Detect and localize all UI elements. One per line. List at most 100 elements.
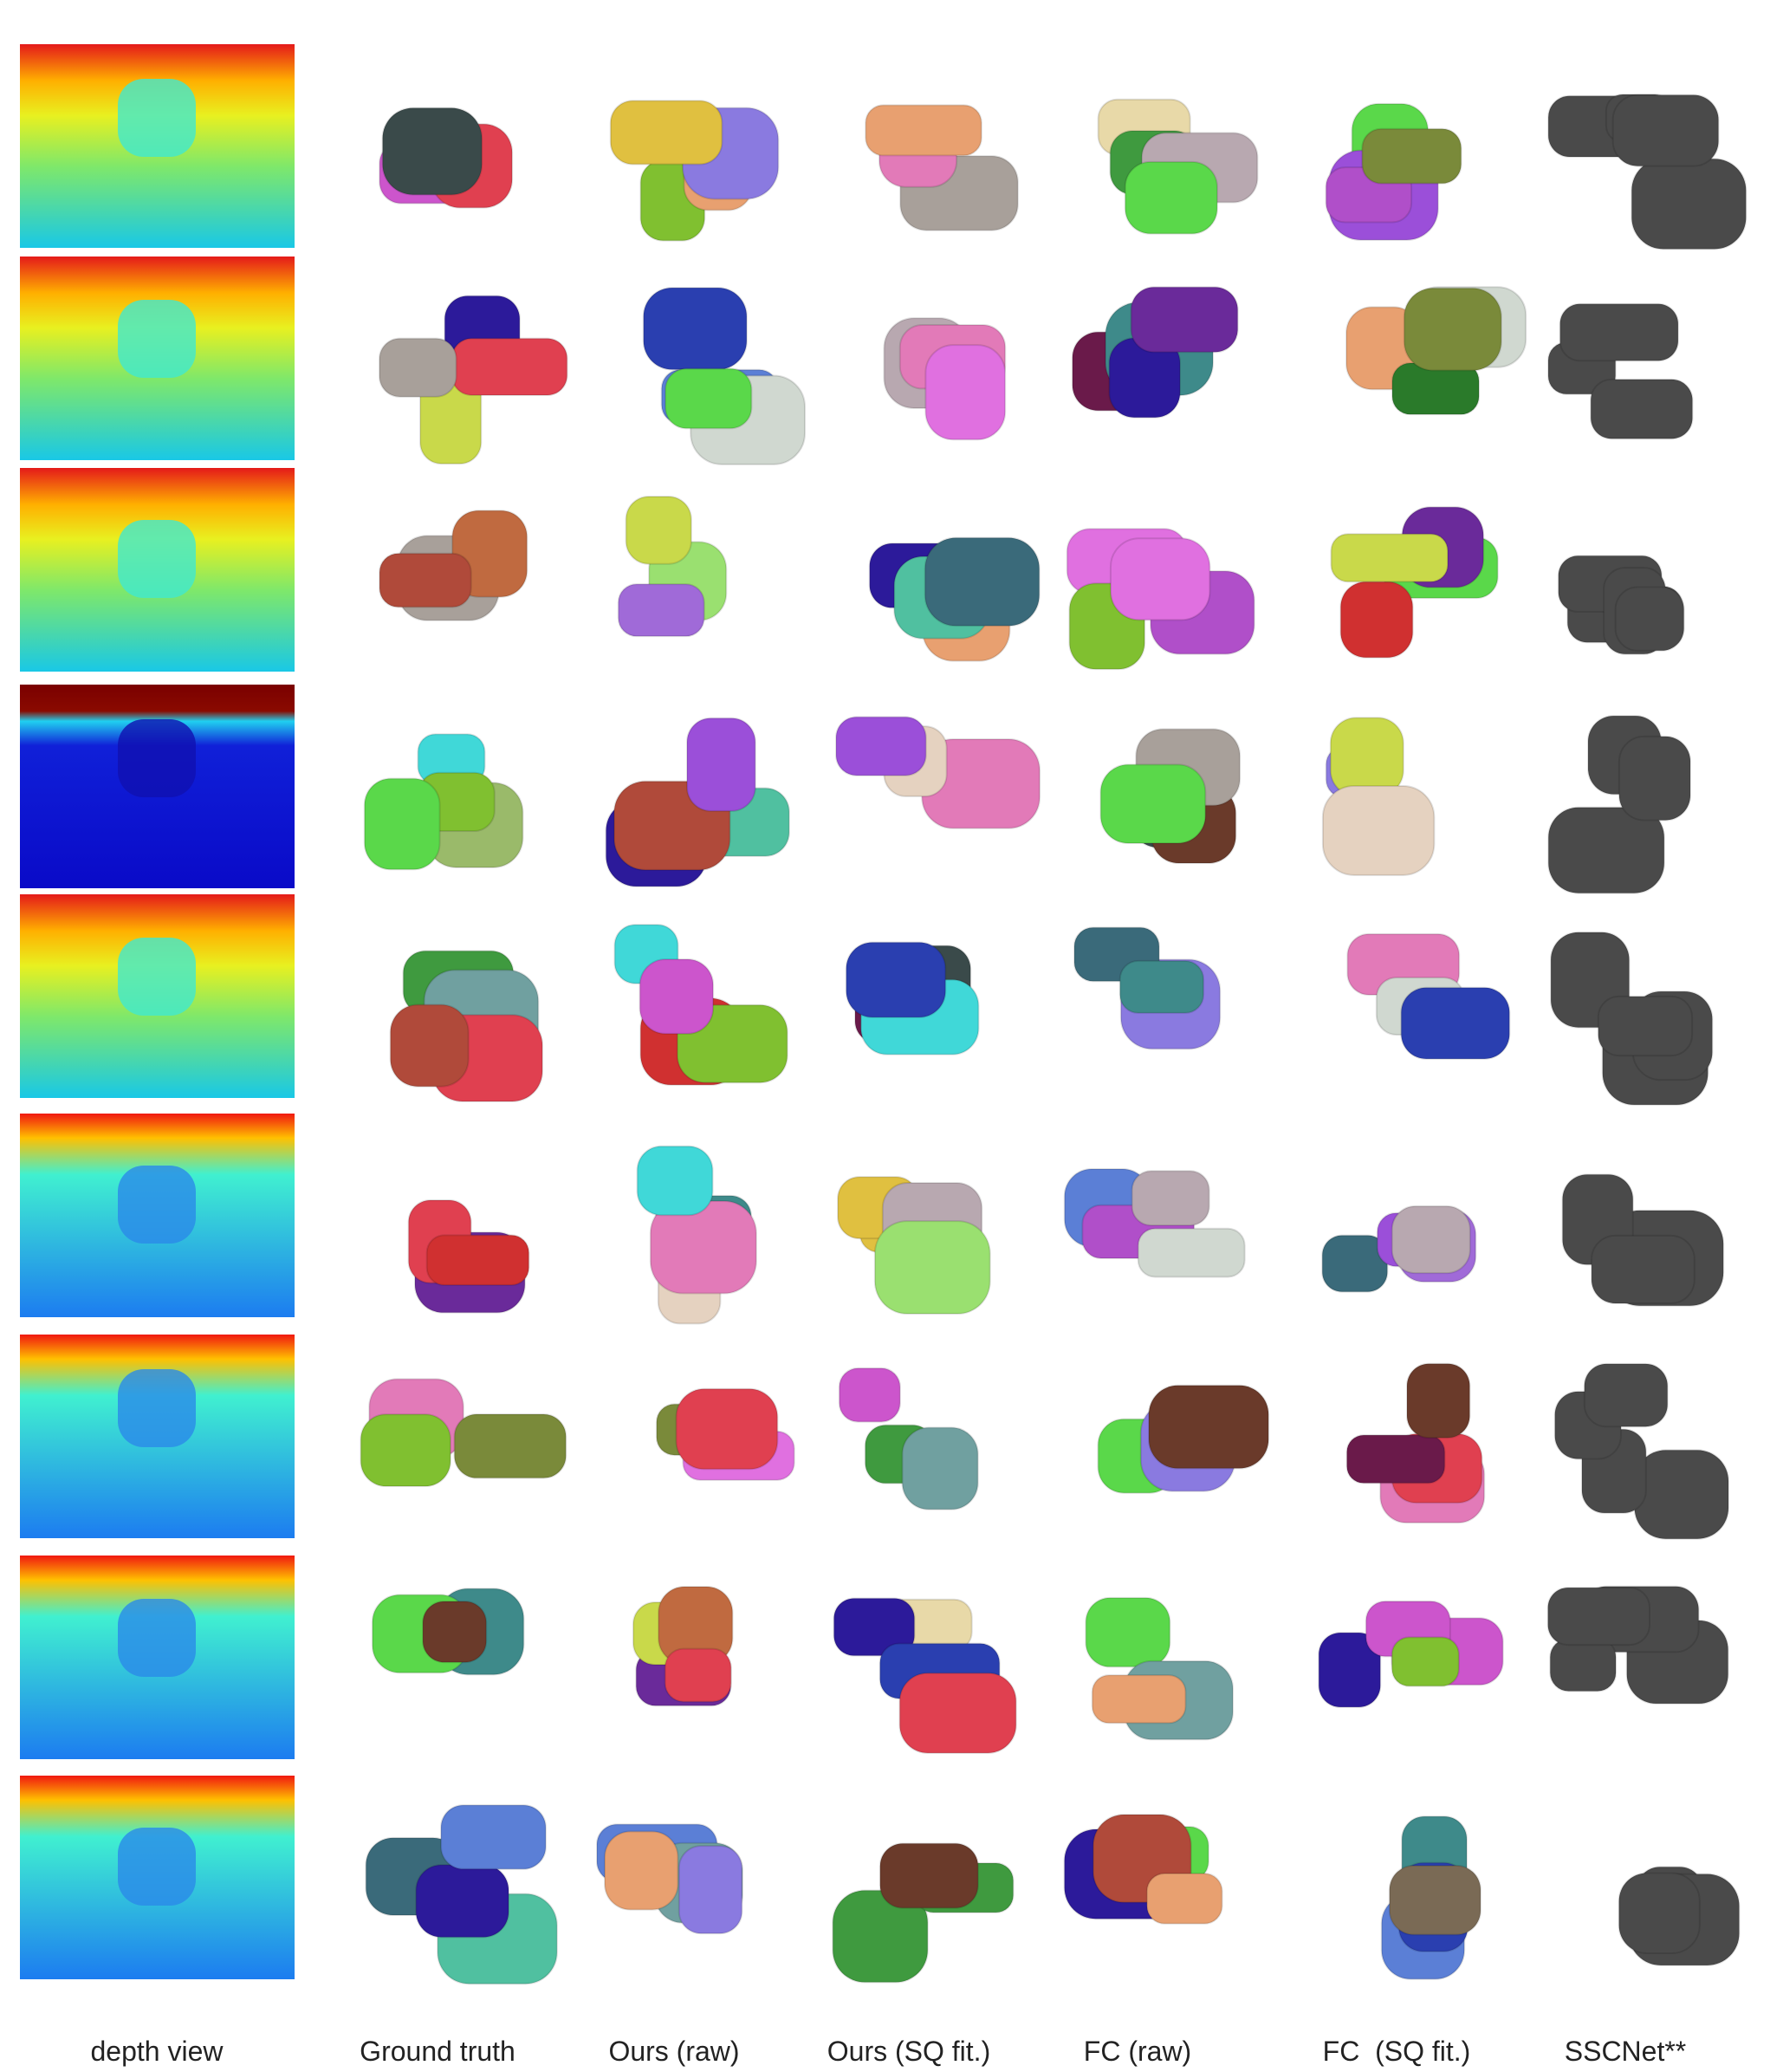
object-shape (1391, 1636, 1460, 1687)
row (20, 1556, 1729, 1759)
object-shape (835, 716, 927, 776)
object-shape (1099, 763, 1207, 844)
column-label: FC (SQ fit.) (1323, 2036, 1471, 2067)
object-shape (1085, 1596, 1171, 1668)
object-shape (389, 1004, 470, 1088)
object-shape (639, 958, 715, 1035)
object-shape (1318, 1632, 1382, 1708)
object-shape (1631, 158, 1747, 250)
object-shape (1559, 302, 1679, 362)
object-shape (1590, 378, 1694, 440)
depth-object (118, 1828, 196, 1906)
object-shape (642, 287, 748, 371)
object-shape (1546, 1587, 1651, 1647)
depth-object (118, 719, 196, 797)
object-shape (363, 777, 441, 871)
object-shape (865, 104, 982, 157)
object-shape (1345, 1434, 1446, 1484)
object-shape (604, 1830, 679, 1911)
row (20, 1114, 1725, 1325)
depth-object (118, 300, 196, 378)
object-shape (924, 536, 1041, 627)
object-shape (873, 1220, 991, 1315)
image-grid (20, 44, 1747, 1985)
object-shape (1400, 986, 1511, 1060)
row (20, 44, 1747, 250)
depth-object (118, 1599, 196, 1677)
column-label: Ours (SQ fit.) (827, 2036, 990, 2067)
object-shape (832, 1889, 929, 1984)
row (20, 894, 1714, 1106)
column-label: depth view (91, 2036, 224, 2067)
object-shape (1330, 533, 1449, 583)
object-shape (898, 1672, 1017, 1754)
object-shape (378, 337, 457, 398)
object-shape (425, 1234, 530, 1286)
object-shape (1321, 784, 1436, 876)
column-label: FC (raw) (1084, 2036, 1191, 2067)
depth-object (118, 79, 196, 157)
depth-object (118, 1369, 196, 1447)
column-labels: depth view Ground truth Ours (raw) Ours (SQ… (91, 2036, 1687, 2067)
object-shape (1547, 806, 1665, 894)
object-shape (1549, 1638, 1618, 1692)
object-shape (1145, 1873, 1223, 1925)
object-shape (1130, 286, 1239, 354)
object-shape (1633, 1449, 1730, 1540)
object-shape (678, 1845, 743, 1935)
object-shape (1388, 1864, 1481, 1936)
column-label: Ours (raw) (608, 2036, 739, 2067)
object-shape (924, 344, 1007, 441)
object-shape (1091, 1674, 1187, 1725)
object-shape (1406, 1362, 1471, 1439)
object-shape (675, 1387, 779, 1471)
object-shape (1131, 1170, 1210, 1227)
object-shape (1118, 959, 1205, 1014)
object-shape (625, 495, 692, 565)
object-shape (381, 107, 483, 196)
object-shape (1148, 1384, 1270, 1470)
depth-object (118, 520, 196, 598)
object-shape (1361, 127, 1462, 185)
depth-object (118, 1166, 196, 1244)
object-shape (1137, 1227, 1246, 1278)
object-shape (664, 1647, 732, 1703)
depth-object (118, 938, 196, 1016)
object-shape (1124, 160, 1218, 235)
column-label: SSCNet** (1565, 2036, 1687, 2067)
object-shape (845, 941, 947, 1018)
row (20, 1335, 1730, 1540)
row (20, 1776, 1741, 1985)
object-shape (1591, 1234, 1695, 1305)
row (20, 468, 1685, 672)
object-shape (360, 1413, 451, 1488)
object-shape (609, 100, 723, 166)
object-shape (1583, 1362, 1669, 1428)
object-shape (1339, 581, 1414, 659)
object-shape (453, 1413, 567, 1479)
object-shape (451, 337, 568, 397)
object-shape (838, 1367, 901, 1423)
object-shape (1618, 1872, 1701, 1955)
object-shape (1611, 94, 1720, 167)
object-shape (1391, 1205, 1471, 1275)
object-shape (636, 1145, 714, 1217)
object-shape (617, 583, 705, 638)
object-shape (879, 1842, 979, 1909)
object-shape (686, 717, 756, 812)
object-shape (1109, 537, 1211, 621)
object-shape (1618, 735, 1692, 822)
object-shape (379, 552, 472, 608)
row (20, 257, 1694, 465)
object-shape (440, 1804, 547, 1870)
object-shape (1403, 287, 1502, 372)
row (20, 685, 1692, 894)
object-shape (1614, 586, 1685, 652)
object-shape (901, 1426, 979, 1510)
object-shape (833, 1597, 916, 1657)
object-shape (1597, 995, 1694, 1057)
object-shape (665, 367, 753, 430)
column-label: Ground truth (360, 2036, 515, 2067)
object-shape (415, 1864, 510, 1939)
